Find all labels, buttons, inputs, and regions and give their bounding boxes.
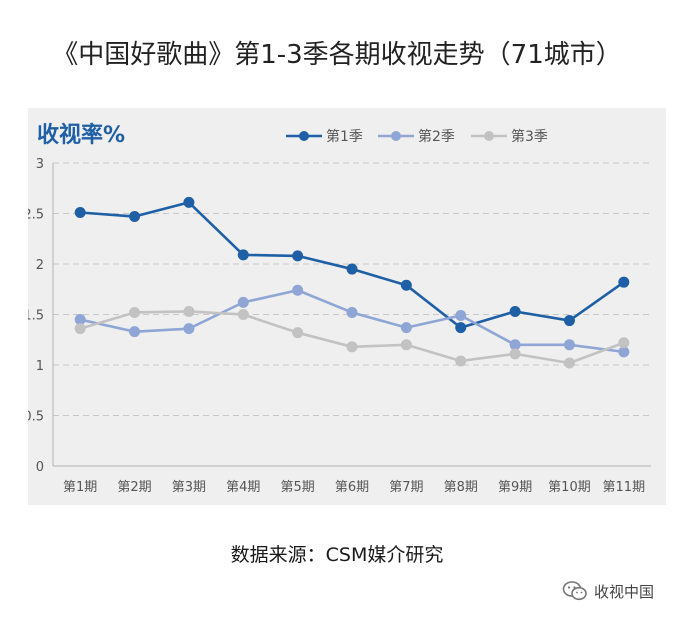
chart-panel: 收视率% 第1季 第2季 第3季 0 0.5 1 1.5 2 2.5 3 第1期 第2期 第3期 第4… [28,108,666,505]
series-line [79,310,625,365]
legend-swatch-marker [391,131,401,141]
legend-swatch-marker [484,131,494,141]
y-tick-labels: 0 0.5 1 1.5 2 2.5 3 [28,157,44,475]
x-tick-label: 第3期 [172,480,206,495]
legend-swatch-marker [299,131,309,141]
page-title: 《中国好歌曲》第1-3季各期收视走势（71城市） [52,40,622,70]
y-tick-label: 1.5 [28,309,44,324]
data-point [237,296,249,308]
x-tick-label: 第5期 [280,480,314,495]
data-point [509,305,521,317]
data-point [455,355,467,367]
data-point [74,206,86,218]
watermark-text: 收视中国 [593,582,654,601]
x-tick-labels: 第1期 第2期 第3期 第4期 第5期 第6期 第7期 第8期 第9期 第10期 第11期 [63,480,645,495]
x-tick-label: 第7期 [389,480,423,495]
series-3 [74,305,630,369]
legend-label: 第2季 [418,128,455,145]
x-tick-label: 第8期 [444,480,478,495]
x-tick-label: 第1期 [63,480,97,495]
data-point [129,326,141,338]
data-point [183,305,195,317]
data-point [509,348,521,360]
data-point [346,306,358,318]
data-point [455,310,467,322]
legend-item: 第1季 [286,128,363,145]
y-axis-label: 收视率% [37,122,125,148]
x-tick-label: 第4期 [226,480,260,495]
data-point [183,323,195,335]
data-point [346,341,358,353]
y-tick-label: 1 [36,359,44,374]
data-point [129,306,141,318]
wechat-icon [562,581,587,601]
data-point [400,339,412,351]
data-point [74,323,86,335]
line-chart: 收视率% 第1季 第2季 第3季 0 0.5 1 1.5 2 2.5 3 第1期 第2期 第3期 第4… [28,122,651,495]
data-point [563,339,575,351]
x-tick-label: 第2期 [117,480,151,495]
y-tick-label: 2.5 [28,208,44,223]
y-tick-label: 0 [36,460,44,475]
data-point [400,279,412,291]
legend-label: 第3季 [511,128,548,145]
y-tick-label: 0.5 [28,410,44,425]
data-point [618,276,630,288]
legend-item: 第3季 [471,128,548,145]
x-tick-label: 第9期 [498,480,532,495]
data-point [400,322,412,334]
data-point [455,322,467,334]
data-point [618,337,630,349]
data-point [292,250,304,262]
data-point [237,249,249,261]
series-2 [74,284,630,358]
data-point [618,346,630,358]
data-point [346,263,358,275]
grid-lines [53,162,651,416]
data-point [237,309,249,320]
series-1 [74,196,630,334]
legend-item: 第2季 [378,128,455,145]
data-point [563,315,575,327]
x-tick-label: 第10期 [548,480,591,495]
data-point [74,314,86,326]
data-point [292,327,304,339]
axes [52,163,651,467]
legend-label: 第1季 [326,128,363,145]
data-point [509,339,521,351]
x-tick-label: 第11期 [603,480,646,495]
data-point [183,196,195,208]
data-point [292,284,304,296]
series-lines [74,196,630,369]
legend: 第1季 第2季 第3季 [286,128,548,145]
y-tick-label: 3 [36,157,44,172]
y-tick-label: 2 [36,258,44,273]
watermark: 收视中国 [562,580,654,602]
data-point [563,357,575,369]
x-tick-label: 第6期 [335,480,369,495]
data-point [129,211,141,223]
source-note: 数据来源：CSM媒介研究 [230,544,444,566]
